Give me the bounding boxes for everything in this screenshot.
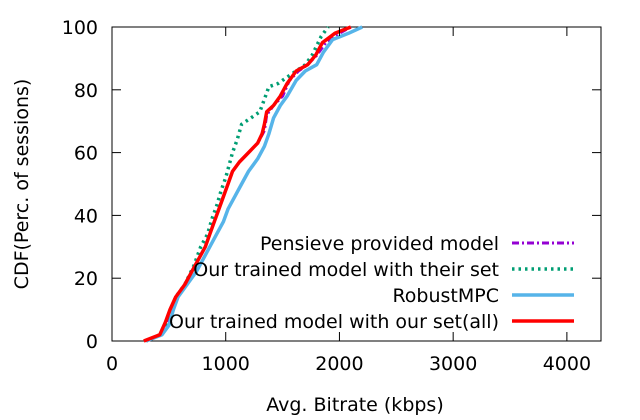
x-tick-label: 0 (106, 353, 118, 375)
y-tick-label: 20 (74, 268, 98, 290)
legend-label-1: Pensieve provided model (260, 233, 499, 255)
legend-label-3: RobustMPC (392, 285, 499, 307)
x-tick-label: 1000 (202, 353, 250, 375)
y-tick-label: 80 (74, 80, 98, 102)
legend-label-2: Our trained model with their set (193, 259, 499, 281)
y-axis-title: CDF(Perc. of sessions) (11, 79, 33, 290)
series-line-3 (145, 25, 363, 343)
axis-ticks: 0 1000 2000 3000 4000 0 20 40 60 80 100 (62, 17, 601, 375)
legend-label-4: Our trained model with our set(all) (169, 311, 499, 333)
series-line-4 (143, 25, 352, 343)
y-tick-label: 40 (74, 205, 98, 227)
y-tick-label: 60 (74, 143, 98, 165)
plot-frame (111, 26, 602, 342)
x-tick-label: 3000 (429, 353, 477, 375)
y-tick-label: 0 (86, 331, 98, 353)
legend: Pensieve provided model Our trained model… (169, 233, 574, 333)
x-axis-title: Avg. Bitrate (kbps) (266, 394, 444, 416)
x-tick-label: 4000 (543, 353, 591, 375)
x-tick-label: 2000 (315, 353, 363, 375)
plot-border (111, 26, 602, 342)
y-tick-label: 100 (62, 17, 98, 39)
series-lines (143, 25, 363, 343)
